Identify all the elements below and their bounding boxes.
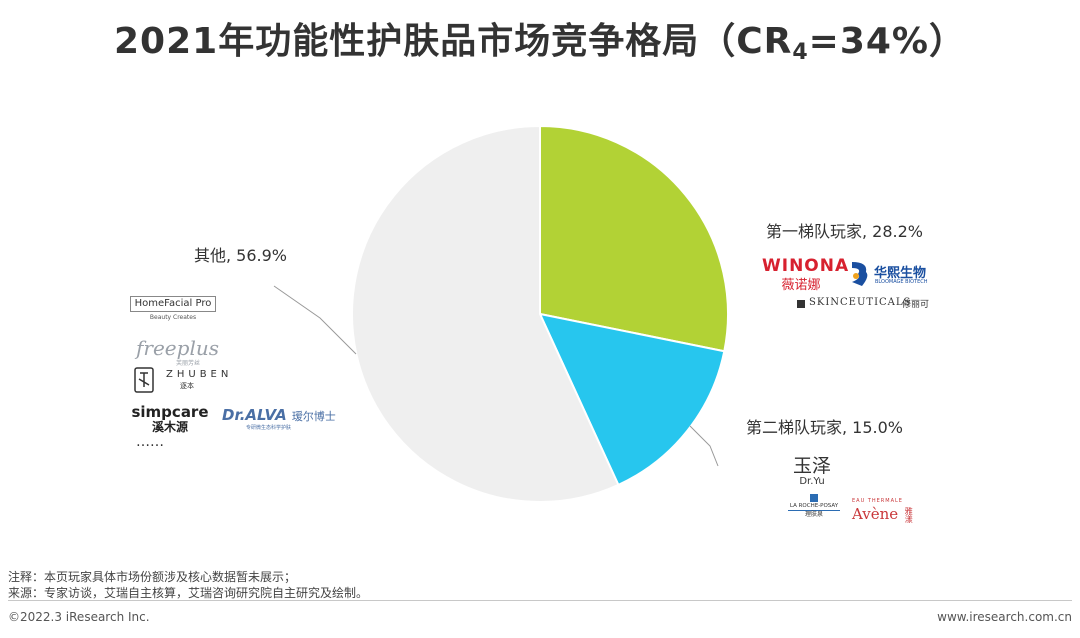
bloomage-logo-en: BLOOMAGE BIOTECH — [875, 279, 928, 285]
zhuben-seal-icon — [134, 367, 154, 393]
slice-label-others: 其他, 56.9% — [194, 246, 288, 265]
website: www.iresearch.com.cn — [937, 610, 1072, 624]
simpcare-logo-cn: 溪木源 — [151, 420, 188, 434]
la-roche-posay-mark-icon — [810, 494, 818, 502]
chart-title-tail: =34%） — [808, 21, 966, 62]
more-brands-ellipsis: …… — [136, 434, 164, 450]
freeplus-logo-cn: 芙丽芳丝 — [176, 360, 201, 367]
winona-logo-en: WINONA — [762, 256, 850, 276]
zhuben-logo-cn: 逐本 — [180, 382, 194, 390]
footnote: 注释：本页玩家具体市场份额涉及核心数据暂未展示； — [8, 570, 297, 584]
source-note: 来源：专家访谈，艾瑞自主核算，艾瑞咨询研究院自主研究及绘制。 — [8, 586, 369, 600]
dr-alva-logo: Dr.ALVA 瑷尔博士 专研微生态科学护肤 — [222, 405, 336, 431]
bloomage-logo-cn: 华熙生物 — [874, 266, 927, 281]
chart-title-subscript: 4 — [792, 40, 809, 65]
footer-divider — [8, 600, 1072, 601]
slice-label-tier1: 第一梯队玩家, 28.2% — [766, 222, 924, 241]
bloomage-mark-icon — [852, 262, 868, 286]
leader-line-others — [273, 285, 357, 355]
simpcare-logo-en: simpcare — [131, 403, 209, 421]
chart-title-main: 2021年功能性护肤品市场竞争格局（CR — [114, 21, 793, 62]
freeplus-logo-en: freeplus — [136, 336, 219, 360]
chart-title: 2021年功能性护肤品市场竞争格局（CR4=34%） — [0, 12, 1080, 65]
avene-logo-en: Avène — [852, 505, 899, 523]
freeplus-logo: freeplus 芙丽芳丝 — [136, 336, 219, 367]
pie-slice-tier1 — [539, 124, 729, 353]
la-roche-posay-logo-en: LA ROCHE-POSAY — [788, 503, 840, 511]
pie-slice-others — [351, 124, 620, 503]
la-roche-posay-logo-cn: 理肤泉 — [804, 511, 823, 518]
winona-logo: WINONA 薇诺娜 — [762, 256, 850, 293]
pie-slices — [351, 124, 729, 503]
skinceuticals-logo-en: SKINCEUTICALS — [809, 297, 912, 308]
copyright: ©2022.3 iResearch Inc. — [8, 610, 150, 624]
avene-logo-small: EAU THERMALE — [852, 498, 903, 504]
homefacial-pro-logo: HomeFacial Pro Beauty Creates — [130, 296, 216, 321]
slice-label-tier2: 第二梯队玩家, 15.0% — [746, 418, 904, 437]
dryu-logo: 玉泽 Dr.Yu — [790, 456, 834, 487]
dryu-logo-en: Dr.Yu — [799, 476, 825, 487]
avene-logo-cn: 雅漾 — [904, 506, 914, 523]
skinceuticals-logo-cn: 修丽可 — [902, 300, 930, 310]
simpcare-logo: simpcare 溪木源 — [128, 404, 212, 434]
dr-alva-logo-cn: 瑷尔博士 — [291, 410, 336, 423]
dr-alva-logo-sub: 专研微生态科学护肤 — [246, 425, 292, 431]
zhuben-logo-en: ZHUBEN — [166, 369, 233, 380]
pie-slice-tier2 — [538, 312, 726, 487]
avene-logo: EAU THERMALE Avène 雅漾 — [852, 498, 914, 523]
dryu-logo-cn: 玉泽 — [792, 455, 831, 477]
skinceuticals-mark-icon — [797, 300, 805, 308]
la-roche-posay-logo: LA ROCHE-POSAY 理肤泉 — [788, 494, 840, 519]
winona-logo-cn: 薇诺娜 — [781, 278, 821, 293]
leader-line-tier2 — [689, 425, 719, 467]
homefacial-pro-logo-main: HomeFacial Pro — [130, 296, 216, 312]
dr-alva-logo-en: Dr.ALVA — [222, 406, 287, 424]
homefacial-pro-logo-sub: Beauty Creates — [149, 314, 197, 321]
